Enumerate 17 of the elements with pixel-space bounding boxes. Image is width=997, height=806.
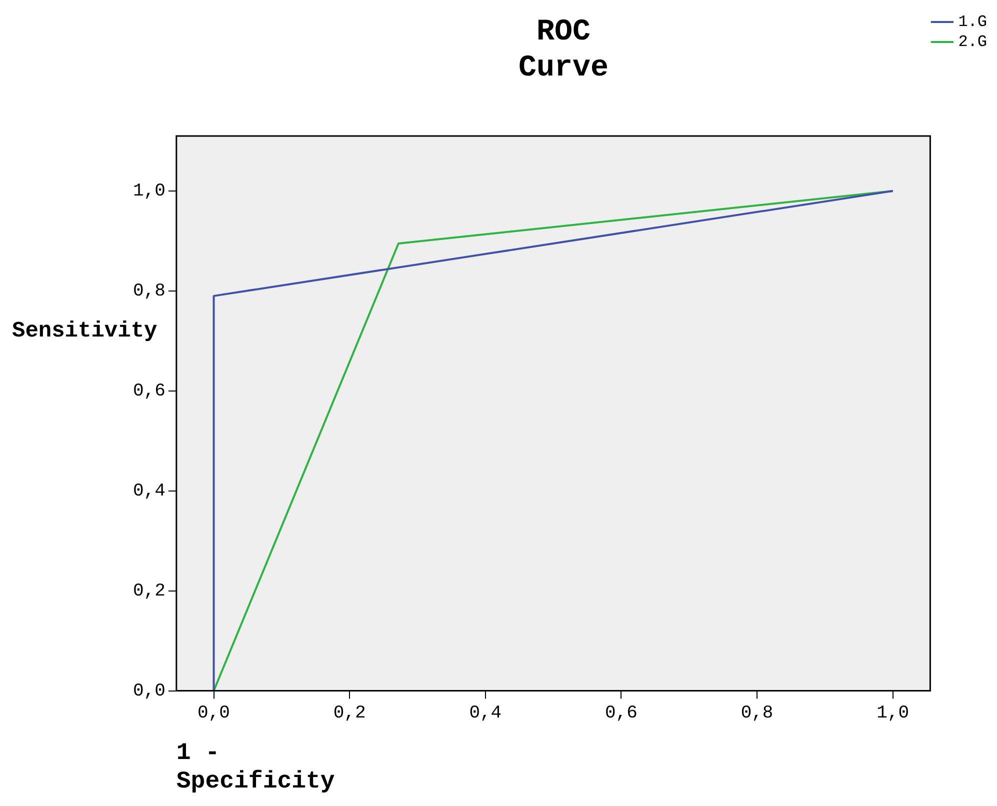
x-axis-title: 1 - Specificity	[176, 740, 335, 796]
x-tick-label: 0,2	[333, 703, 366, 724]
y-axis-title: Sensitivity	[12, 318, 158, 344]
y-tick-label: 0,2	[133, 582, 166, 602]
y-tick-label: 1,0	[133, 182, 166, 202]
legend-label: 2.G	[958, 33, 988, 52]
x-tick-label: 0,8	[740, 703, 774, 724]
y-tick-label: 0,4	[133, 482, 166, 502]
chart-title: ROC Curve	[518, 16, 609, 86]
legend-label: 1.G	[958, 13, 988, 32]
y-tick-label: 0,8	[133, 282, 166, 302]
x-tick-label: 0,0	[198, 703, 230, 724]
x-tick-label: 0,6	[605, 703, 638, 724]
x-tick-label: 0,4	[469, 703, 502, 724]
y-tick-label: 0,6	[133, 382, 166, 402]
y-tick-label: 0,0	[133, 682, 166, 702]
x-tick-label: 1,0	[876, 703, 910, 724]
